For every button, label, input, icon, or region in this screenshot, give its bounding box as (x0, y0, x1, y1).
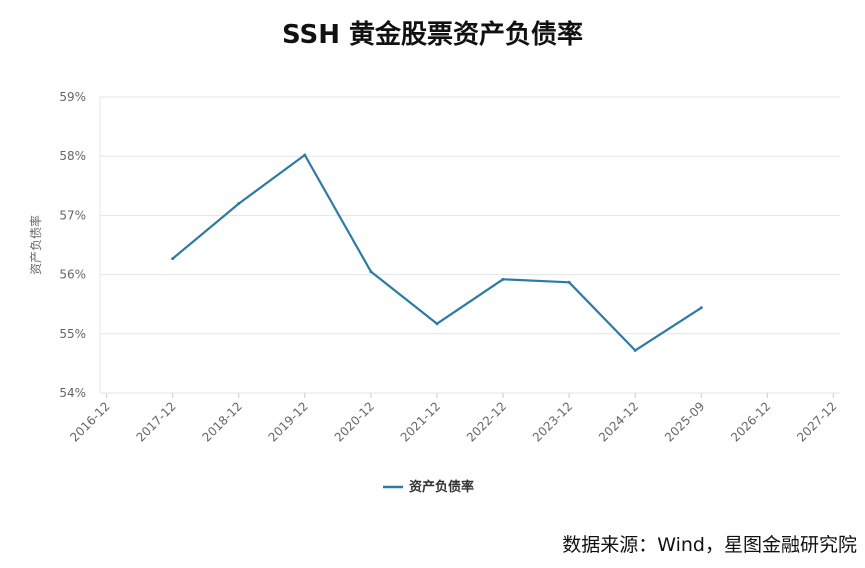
x-tick-label: 2016-12 (67, 399, 112, 444)
gridlines (99, 96, 840, 394)
series-lines (171, 153, 703, 352)
y-axis-label: 资产负债率 (28, 215, 43, 275)
data-point[interactable] (303, 153, 307, 157)
x-tick-label: 2018-12 (200, 399, 245, 444)
legend[interactable]: 资产负债率 (383, 479, 474, 495)
x-tick-label: 2027-12 (794, 399, 839, 444)
x-tick-label: 2025-09 (662, 399, 707, 444)
y-tick-labels: 54% 55% 56% 57% 58% 59% (59, 90, 86, 400)
x-tick-label: 2022-12 (464, 399, 509, 444)
data-point[interactable] (633, 348, 637, 352)
data-point[interactable] (171, 257, 175, 261)
data-point[interactable] (567, 280, 571, 284)
x-tick-label: 2020-12 (332, 399, 377, 444)
x-tick-labels: 2016-12 2017-12 2018-12 2019-12 2020-12 2021-… (67, 393, 840, 445)
data-point[interactable] (369, 270, 373, 274)
data-point[interactable] (237, 202, 241, 206)
y-tick-label: 58% (59, 149, 86, 163)
x-tick-label: 2026-12 (728, 399, 773, 444)
legend-label: 资产负债率 (409, 479, 474, 495)
data-point[interactable] (435, 322, 439, 326)
chart-title: SSH 黄金股票资产负债率 (281, 20, 584, 50)
series-line (171, 153, 702, 352)
data-point[interactable] (501, 277, 505, 281)
data-point[interactable] (699, 306, 703, 310)
data-source: 数据来源：Wind，星图金融研究院 (562, 534, 857, 556)
x-tick-label: 2021-12 (398, 399, 443, 444)
y-tick-label: 57% (59, 208, 86, 222)
x-tick-label: 2019-12 (266, 399, 311, 444)
y-tick-label: 55% (59, 327, 86, 341)
y-tick-label: 54% (59, 386, 86, 400)
x-tick-label: 2017-12 (133, 399, 178, 444)
x-tick-label: 2023-12 (530, 399, 575, 444)
y-tick-label: 56% (59, 268, 86, 282)
y-tick-label: 59% (59, 90, 86, 104)
x-tick-label: 2024-12 (596, 399, 641, 444)
